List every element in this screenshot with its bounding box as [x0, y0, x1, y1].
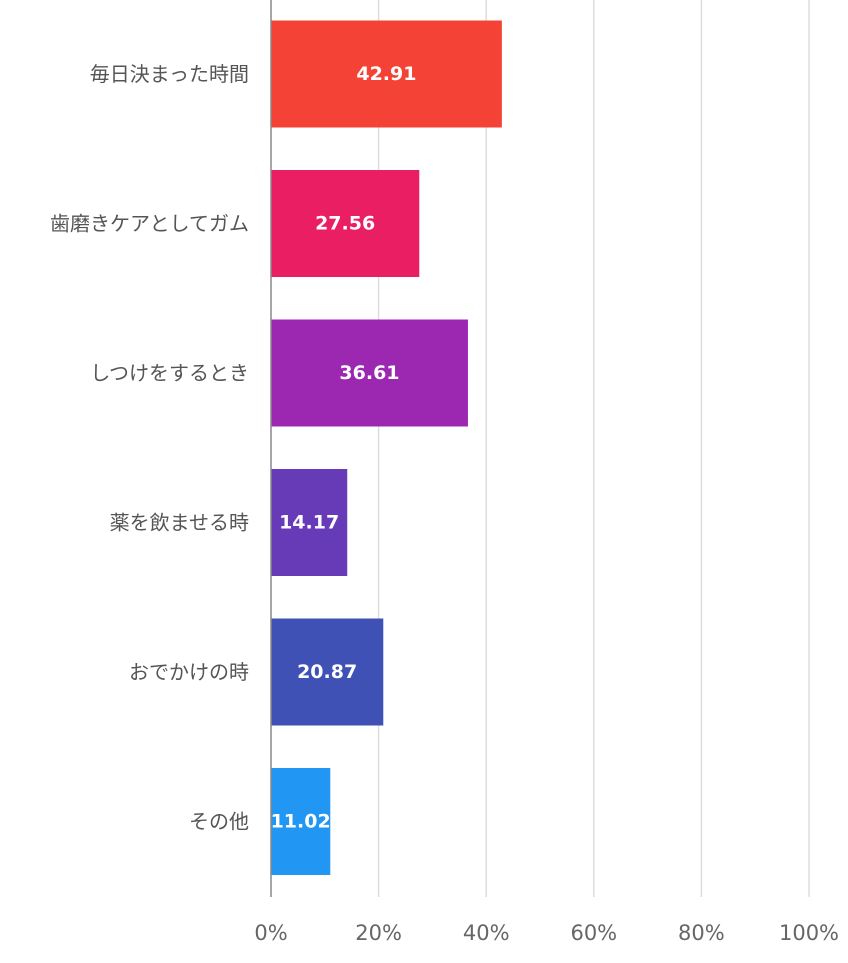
data-label-1: 42.91	[356, 63, 416, 85]
category-label-1: 毎日決まった時間	[90, 62, 249, 86]
category-label-5: おでかけの時	[129, 660, 249, 684]
x-tick-label-40: 40%	[463, 921, 510, 945]
bar-5[interactable]	[271, 618, 384, 726]
bar-6[interactable]	[271, 768, 331, 875]
x-tick-label-20: 20%	[355, 921, 402, 945]
category-label-3: しつけをするとき	[90, 361, 249, 385]
x-tick-label-80: 80%	[678, 921, 725, 945]
bar-2[interactable]	[271, 170, 420, 277]
bar-4[interactable]	[271, 469, 348, 576]
data-label-5: 20.87	[297, 661, 357, 683]
data-label-6: 11.02	[271, 811, 331, 833]
x-tick-label-100: 100%	[779, 921, 839, 945]
category-label-2: 歯磨きケアとしてガム	[50, 212, 249, 236]
x-tick-label-60: 60%	[570, 921, 617, 945]
data-label-2: 27.56	[315, 213, 375, 235]
bar-3[interactable]	[271, 319, 468, 427]
data-label-3: 36.61	[339, 362, 399, 384]
category-label-6: その他	[189, 810, 249, 834]
category-label-4: 薬を飲ませる時	[110, 511, 249, 535]
data-label-4: 14.17	[279, 512, 339, 534]
x-tick-label-0: 0%	[254, 921, 287, 945]
bar-1[interactable]	[271, 20, 502, 128]
